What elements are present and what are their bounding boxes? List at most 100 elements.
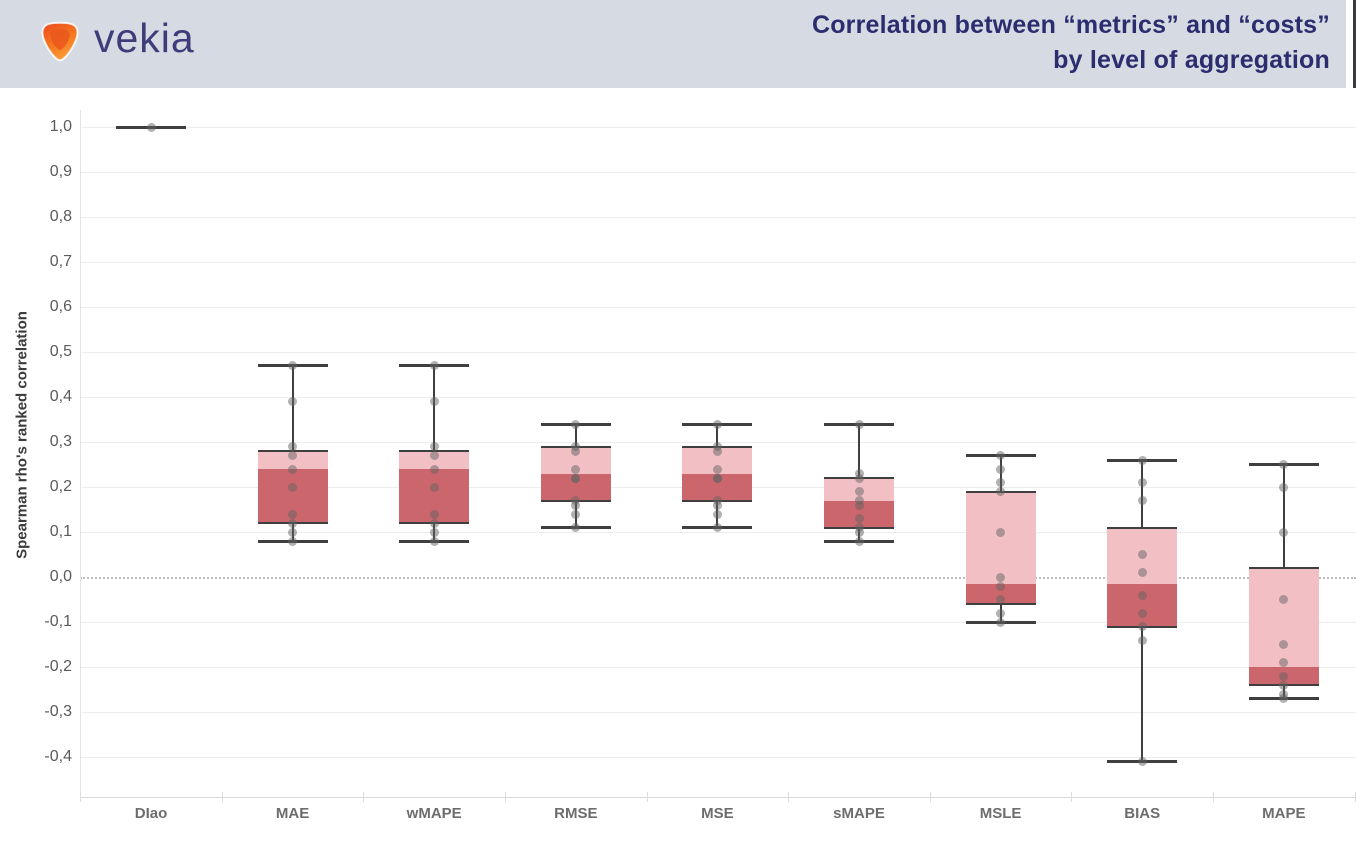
y-tick-label: -0,4	[44, 748, 72, 765]
vekia-logo: vekia	[36, 18, 195, 65]
chart-title: Correlation between “metrics” and “costs…	[812, 8, 1330, 78]
data-point-dot	[146, 122, 156, 132]
x-axis-label: RMSE	[554, 805, 598, 822]
data-point-dot	[854, 419, 864, 429]
data-point-dot	[854, 487, 864, 496]
data-point-dot	[288, 518, 298, 528]
data-point-dot	[1137, 757, 1147, 766]
data-point-dot	[712, 446, 722, 456]
data-point-dot	[996, 608, 1006, 618]
gridline	[80, 126, 1356, 128]
data-point-dot	[429, 397, 439, 406]
data-point-dot	[996, 595, 1006, 604]
data-point-dot	[996, 527, 1006, 537]
y-tick-label: 0,6	[49, 298, 72, 315]
box-edge-q3	[1107, 526, 1178, 529]
gridline	[80, 576, 1356, 579]
data-point-dot	[288, 536, 298, 546]
data-point-dot	[571, 523, 581, 532]
data-point-dot	[429, 518, 439, 528]
y-tick-label: 1,0	[49, 118, 72, 135]
x-axis-tick	[788, 792, 790, 802]
data-point-dot	[1137, 496, 1147, 505]
data-point-dot	[288, 397, 298, 406]
x-axis-tick	[646, 792, 648, 802]
y-tick-label: 0,3	[49, 433, 72, 450]
data-point-dot	[571, 419, 581, 429]
data-point-dot	[996, 464, 1006, 474]
x-axis-line	[80, 797, 1356, 798]
x-axis-tick	[363, 792, 365, 802]
data-point-dot	[1279, 640, 1289, 649]
vekia-logo-wordmark: vekia	[94, 15, 195, 61]
data-point-dot	[1137, 635, 1147, 645]
data-point-dot	[288, 509, 298, 519]
data-point-dot	[571, 509, 581, 519]
data-point-dot	[1279, 671, 1289, 681]
box-edge-q3	[1248, 567, 1319, 569]
y-tick-label: -0,2	[44, 658, 72, 675]
box-interquartile-upper	[257, 451, 328, 469]
x-axis-label: sMAPE	[833, 805, 885, 822]
data-point-dot	[854, 500, 864, 510]
x-axis-tick	[929, 792, 931, 802]
header-banner: vekia Correlation between “metrics” and …	[0, 0, 1346, 88]
data-point-dot	[996, 572, 1006, 582]
data-point-dot	[429, 361, 439, 370]
data-point-dot	[288, 482, 298, 492]
data-point-dot	[1137, 478, 1147, 487]
data-point-dot	[1137, 568, 1147, 577]
gridline	[80, 351, 1356, 353]
whisker-stem-upper	[1282, 464, 1285, 568]
box-interquartile-upper	[965, 491, 1036, 584]
whisker-stem-upper	[999, 455, 1002, 492]
data-point-dot	[1279, 527, 1289, 537]
data-point-dot	[712, 509, 722, 519]
chart-title-line1: Correlation between “metrics” and “costs…	[811, 11, 1330, 39]
x-axis-label: wMAPE	[406, 805, 462, 822]
box-interquartile-upper	[1248, 568, 1319, 667]
data-point-dot	[1279, 694, 1289, 703]
x-axis-label: MSLE	[979, 805, 1022, 822]
y-axis-title: Spearman rho's ranked correlation	[13, 311, 31, 559]
y-tick-label: 0,8	[49, 208, 72, 225]
x-axis-tick	[1071, 792, 1073, 802]
data-point-dot	[1279, 482, 1289, 492]
box-edge-q1	[965, 603, 1036, 605]
data-point-dot	[1279, 460, 1289, 469]
gridline	[80, 396, 1356, 398]
data-point-dot	[1279, 658, 1289, 667]
x-axis-tick	[1213, 792, 1214, 802]
data-point-dot	[1279, 595, 1289, 604]
data-point-dot	[996, 581, 1006, 591]
gridline	[80, 711, 1356, 713]
header-right-edge	[1353, 0, 1356, 88]
whisker-stem-upper	[858, 424, 860, 478]
data-point-dot	[996, 487, 1006, 496]
data-point-dot	[288, 361, 298, 370]
data-point-dot	[854, 527, 864, 537]
x-axis-tick	[1354, 792, 1356, 802]
data-point-dot	[288, 527, 298, 537]
data-point-dot	[1137, 550, 1147, 559]
x-axis-label: DIao	[134, 805, 168, 822]
data-point-dot	[712, 464, 722, 474]
data-point-dot	[854, 473, 864, 483]
chart-title-line2: by level of aggregation	[1053, 46, 1330, 74]
box-interquartile-lower	[965, 583, 1036, 604]
data-point-dot	[996, 478, 1006, 487]
data-point-dot	[571, 464, 581, 474]
gridline	[80, 216, 1356, 218]
y-tick-label: -0,1	[44, 613, 72, 630]
whisker-stem-upper	[1141, 460, 1144, 528]
y-tick-label: -0,3	[44, 703, 72, 720]
data-point-dot	[429, 451, 439, 460]
data-point-dot	[1279, 680, 1289, 690]
gridline	[80, 531, 1356, 533]
data-point-dot	[429, 464, 439, 474]
gridline	[80, 261, 1356, 263]
y-tick-label: 0,1	[49, 523, 72, 540]
whisker-stem-upper	[433, 365, 436, 451]
